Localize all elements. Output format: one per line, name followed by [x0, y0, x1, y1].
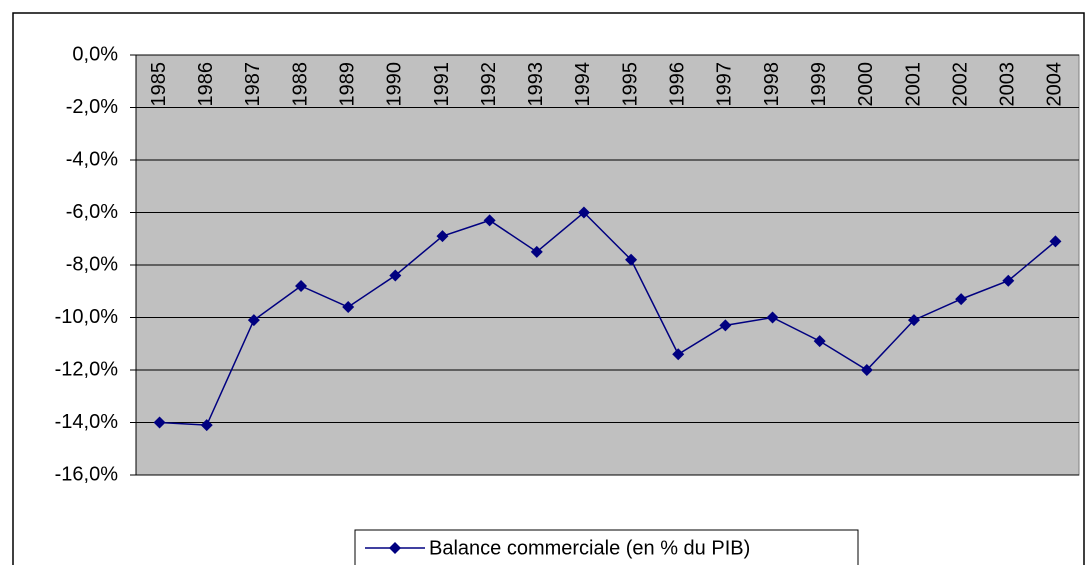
- series-line: [159, 211, 1056, 426]
- data-point: [860, 364, 873, 376]
- x-tick-label: 1997: [714, 62, 736, 107]
- legend-label: Balance commerciale (en % du PIB): [429, 537, 750, 559]
- x-tick-label: 2004: [1044, 62, 1066, 107]
- x-tick-label: 1998: [761, 62, 783, 107]
- x-tick-label: 1987: [242, 62, 264, 107]
- data-point: [766, 311, 779, 324]
- data-point: [295, 280, 308, 292]
- data-point: [672, 348, 685, 361]
- data-point: [342, 301, 355, 313]
- legend-box: [354, 529, 859, 565]
- x-tick-label: 1993: [525, 62, 547, 107]
- x-tick-label: 2001: [902, 62, 924, 107]
- x-tick-label: 1992: [478, 62, 500, 107]
- y-tick-label: -2,0%: [66, 96, 118, 118]
- y-tick-label: -4,0%: [66, 148, 118, 170]
- x-tick-label: 2003: [997, 62, 1019, 107]
- data-point: [577, 206, 590, 219]
- x-tick-label: 1988: [289, 62, 311, 107]
- x-tick-label: 1985: [148, 62, 170, 107]
- data-point: [813, 335, 826, 348]
- y-tick-label: -14,0%: [55, 411, 119, 433]
- data-point: [200, 419, 213, 432]
- y-tick-label: -6,0%: [66, 201, 118, 223]
- data-point: [1002, 274, 1015, 287]
- y-tick-label: 0,0%: [72, 43, 118, 65]
- x-tick-label: 2002: [949, 62, 971, 107]
- data-point: [247, 314, 260, 327]
- data-point: [530, 245, 543, 258]
- y-tick-label: -12,0%: [55, 358, 119, 380]
- data-point: [625, 253, 638, 266]
- data-point: [719, 319, 732, 332]
- data-point: [436, 230, 449, 243]
- x-tick-label: 2000: [855, 62, 877, 107]
- x-tick-label: 1996: [667, 62, 689, 107]
- data-point: [955, 293, 968, 306]
- data-point: [483, 214, 496, 227]
- x-tick-label: 1995: [619, 62, 641, 107]
- y-tick-label: -8,0%: [66, 253, 118, 275]
- x-tick-label: 1999: [808, 62, 830, 107]
- data-point: [389, 269, 402, 282]
- x-tick-label: 1986: [195, 62, 217, 107]
- y-tick-label: -16,0%: [55, 463, 119, 485]
- data-point: [907, 314, 920, 327]
- y-tick-label: -10,0%: [55, 306, 119, 328]
- data-point: [153, 416, 166, 429]
- x-tick-label: 1989: [336, 62, 358, 107]
- legend-marker: [389, 542, 401, 554]
- x-tick-label: 1991: [431, 62, 453, 107]
- data-point: [1049, 235, 1062, 248]
- x-tick-label: 1994: [572, 62, 594, 107]
- x-tick-label: 1990: [384, 62, 406, 107]
